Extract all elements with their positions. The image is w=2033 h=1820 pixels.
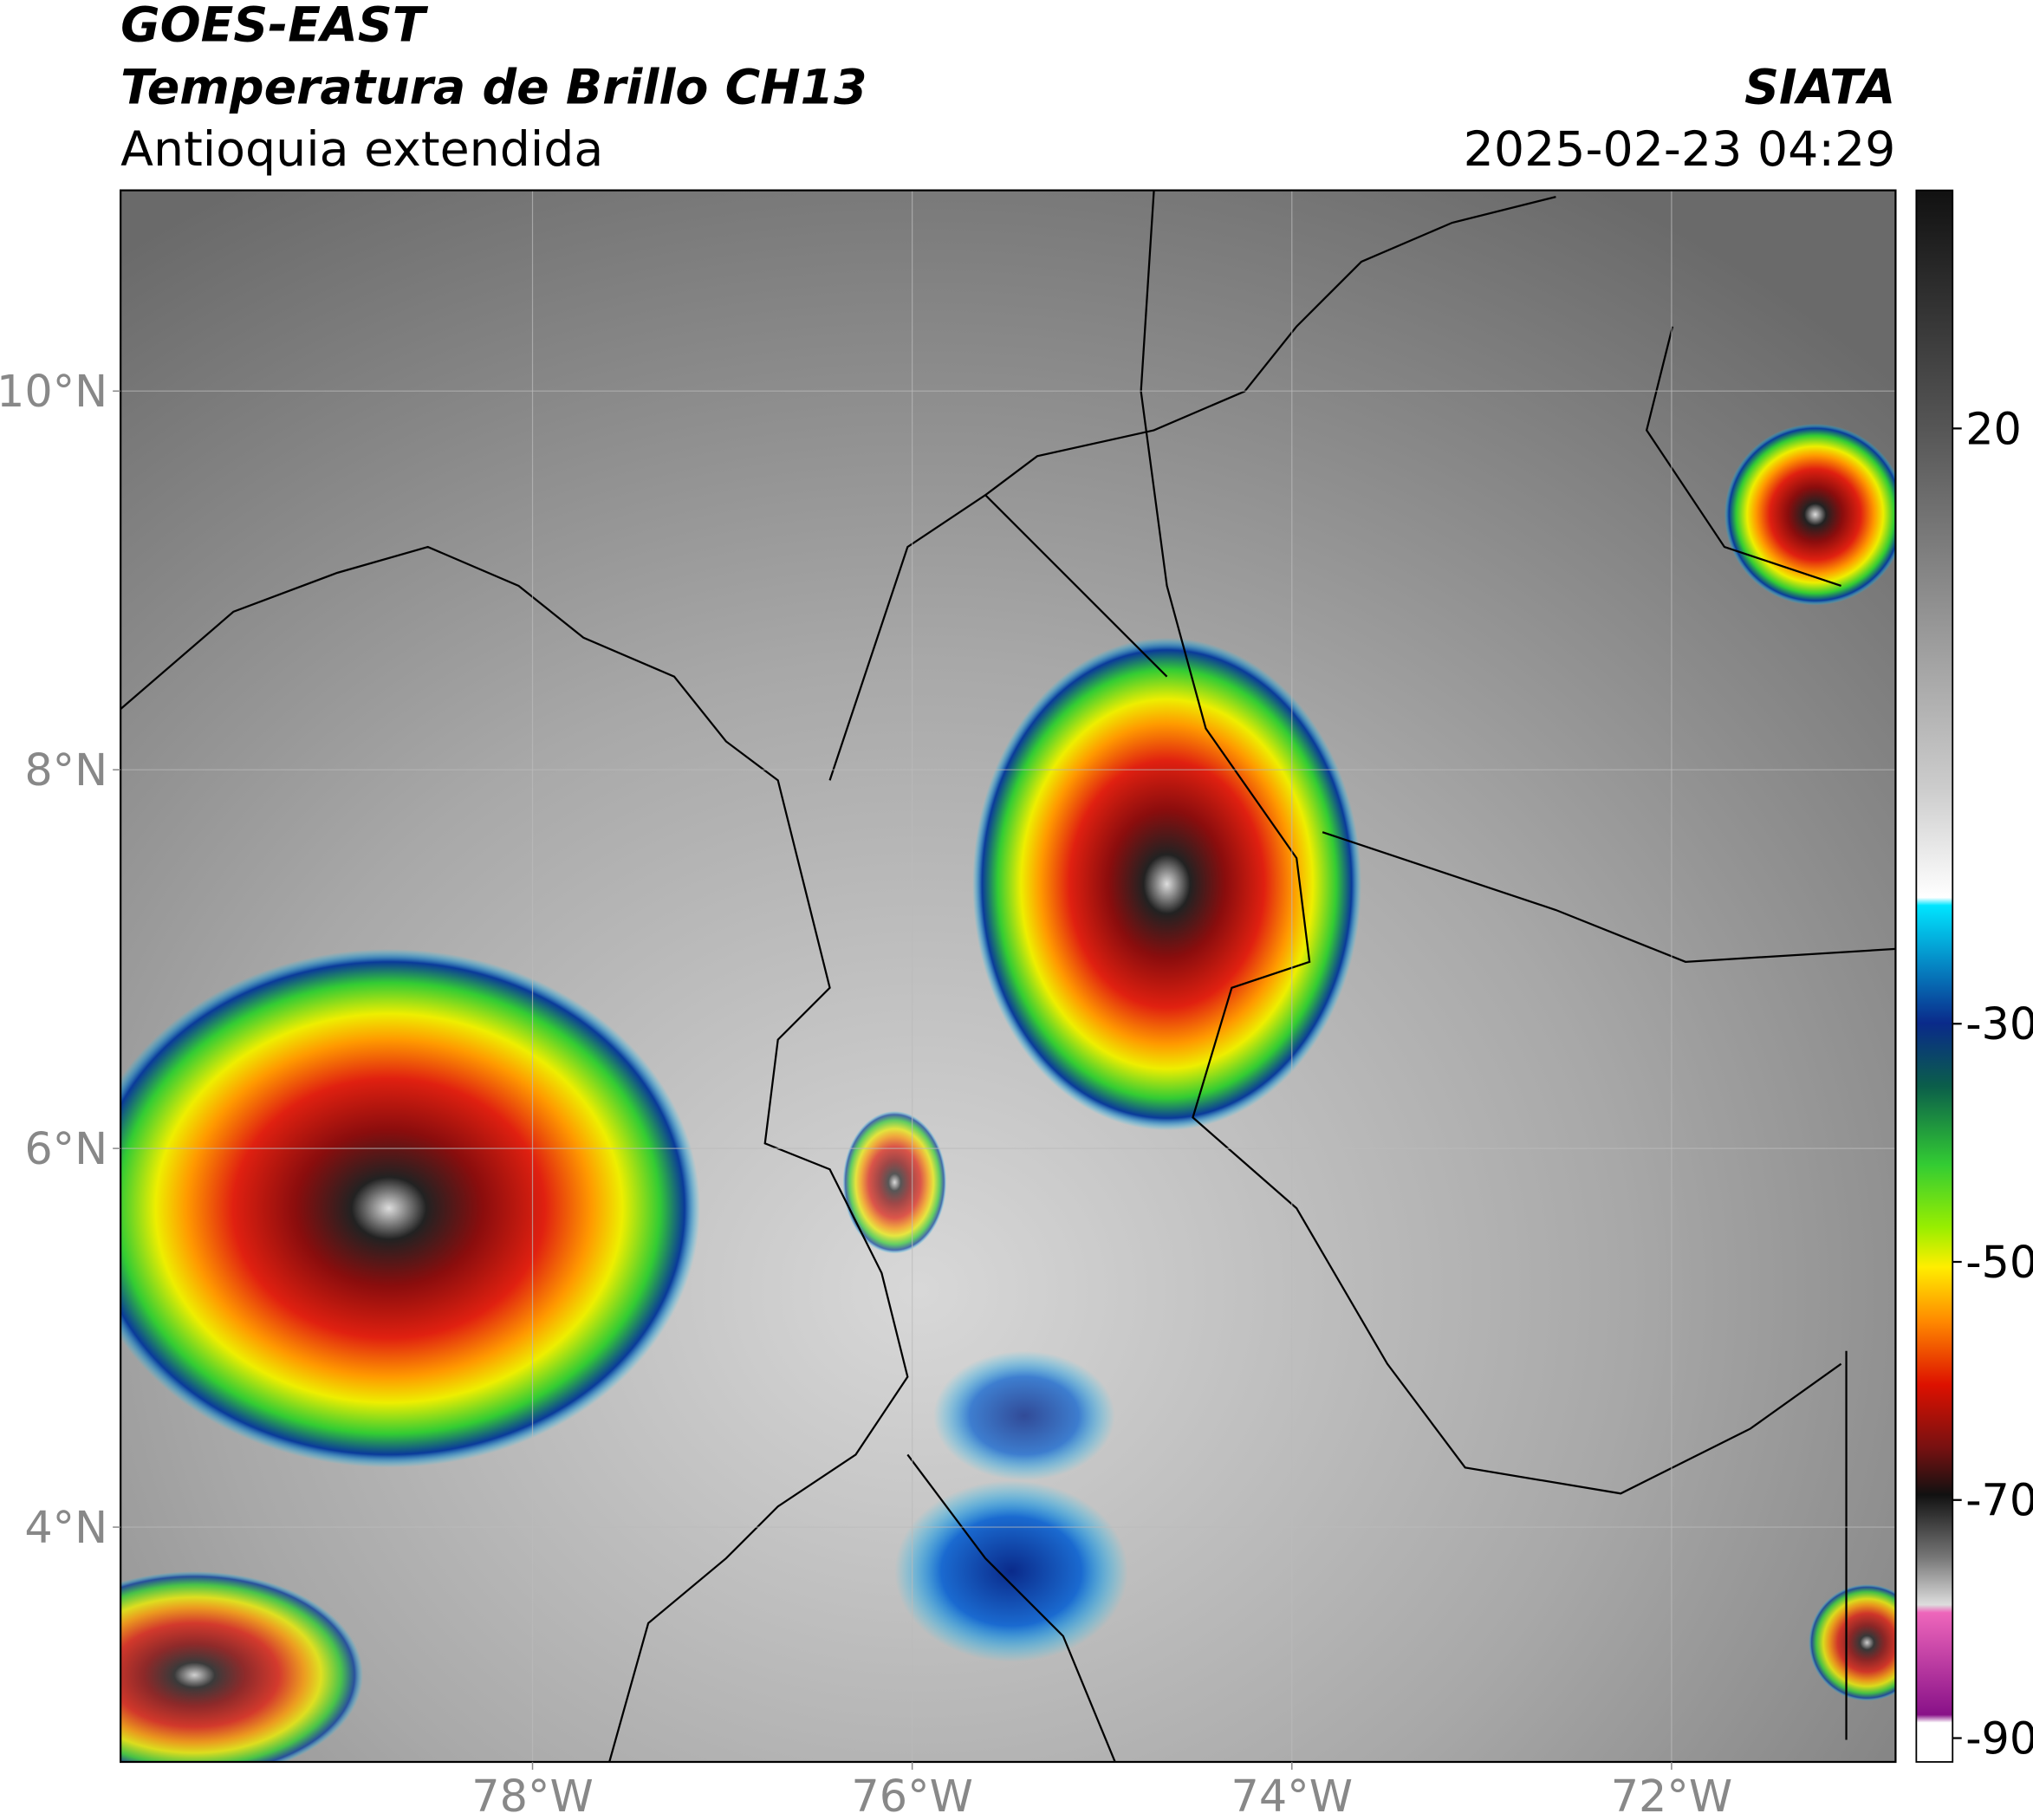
colorbar (1915, 189, 1954, 1763)
title: GOES-EAST (120, 0, 429, 54)
storm-cell (120, 1571, 363, 1762)
grid (120, 190, 1896, 1762)
y-tick-label: 8°N (24, 744, 107, 796)
source: SIATA (1744, 60, 1895, 115)
subtitle: Temperatura de Brillo CH13 (120, 60, 867, 115)
cold-cloud (894, 1480, 1128, 1662)
colorbar-tick-label: 20 (1965, 403, 2022, 454)
y-tick-label: 6°N (24, 1123, 107, 1174)
y-tick-label: 4°N (24, 1502, 107, 1553)
satellite-image (120, 190, 1896, 1762)
colorbar-tick-label: -90 (1965, 1713, 2033, 1764)
map-frame (120, 189, 1897, 1764)
storm-cell (120, 948, 700, 1468)
y-tick-label: 10°N (0, 366, 107, 417)
colorbar-tick-label: -50 (1965, 1237, 2033, 1288)
x-tick-label: 72°W (1611, 1771, 1732, 1820)
borders (120, 190, 1896, 1762)
x-tick-label: 76°W (851, 1771, 972, 1820)
region: Antioquia extendida (120, 122, 603, 178)
x-tick-label: 78°W (471, 1771, 593, 1820)
storm-cell (842, 1110, 947, 1254)
cold-cloud (933, 1350, 1115, 1481)
timestamp: 2025-02-23 04:29 (1464, 122, 1896, 178)
storm-cell (972, 637, 1361, 1131)
storm-cell (1809, 1584, 1896, 1701)
storm-cell (1724, 423, 1896, 606)
x-tick-label: 74°W (1231, 1771, 1353, 1820)
colorbar-tick-label: -70 (1965, 1475, 2033, 1526)
colorbar-tick-label: -30 (1965, 998, 2033, 1050)
